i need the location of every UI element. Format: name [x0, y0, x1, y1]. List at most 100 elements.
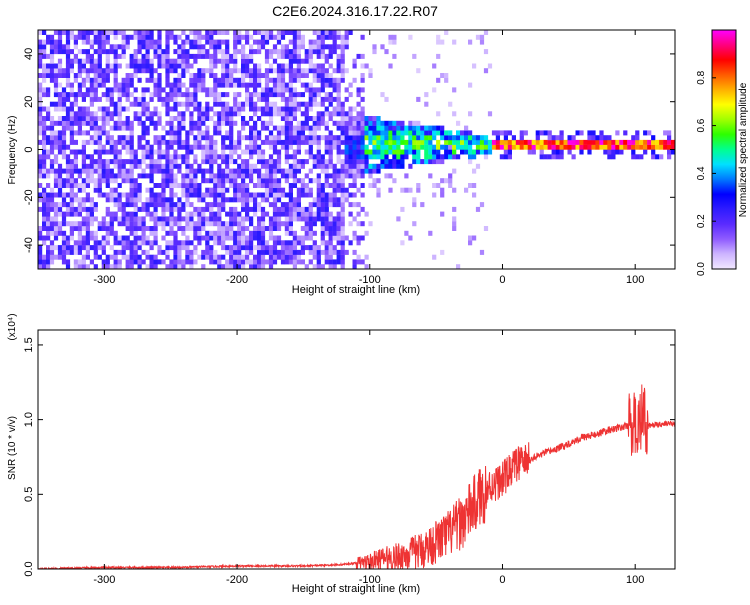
heatmap-cell: [372, 120, 377, 126]
heatmap-cell: [229, 149, 234, 155]
heatmap-cell: [209, 154, 214, 160]
heatmap-cell: [268, 130, 274, 136]
heatmap-cell: [316, 259, 321, 265]
heatmap-cell: [483, 149, 489, 155]
heatmap-cell: [69, 116, 74, 121]
heatmap-cell: [101, 34, 106, 40]
heatmap-cell: [272, 82, 278, 88]
heatmap-cell: [101, 92, 106, 98]
heatmap-cell: [352, 216, 357, 222]
heatmap-cell: [129, 259, 134, 265]
heatmap-cell: [89, 58, 94, 64]
colorbar-tick-label: 0.8: [696, 70, 707, 84]
heatmap-cell: [85, 34, 90, 40]
heatmap-cell: [288, 192, 293, 198]
heatmap-cell: [452, 139, 457, 145]
heatmap-cell: [288, 259, 293, 265]
heatmap-cell: [623, 130, 628, 136]
heatmap-cell: [229, 235, 234, 241]
heatmap-cell: [221, 53, 226, 59]
heatmap-cell: [173, 58, 178, 64]
heatmap-cell: [38, 63, 43, 69]
colorbar-label: Normalized spectral amplitude: [738, 82, 749, 217]
heatmap-cell: [280, 139, 286, 145]
heatmap-cell: [153, 240, 158, 246]
heatmap-cell: [221, 77, 226, 83]
heatmap-cell: [113, 58, 118, 64]
heatmap-cell: [165, 202, 170, 208]
heatmap-cell: [655, 154, 660, 160]
heatmap-cell: [65, 30, 71, 35]
heatmap-cell: [69, 111, 74, 117]
heatmap-cell: [268, 254, 274, 260]
colorbar-tick-label: 0.4: [696, 166, 707, 180]
heatmap-cell: [189, 202, 194, 208]
heatmap-cell: [296, 30, 301, 35]
heatmap-cell: [436, 125, 441, 131]
heatmap-cell: [42, 125, 47, 131]
heatmap-cell: [344, 163, 349, 169]
heatmap-cell: [225, 226, 230, 231]
heatmap-cell: [272, 77, 278, 83]
heatmap-cell: [416, 159, 421, 165]
heatmap-cell: [105, 192, 110, 198]
heatmap-cell: [61, 101, 67, 107]
heatmap-cell: [264, 135, 270, 141]
heatmap-cell: [225, 44, 230, 50]
heatmap-cell: [340, 216, 345, 222]
heatmap-cell: [340, 197, 345, 203]
snr-y-label: SNR (10 * v/v): [7, 416, 18, 480]
heatmap-cell: [336, 249, 341, 255]
heatmap-cell: [149, 144, 154, 150]
heatmap-cell: [117, 149, 122, 155]
heatmap-cell: [46, 183, 51, 188]
heatmap-cell: [336, 87, 341, 93]
heatmap-cell: [121, 44, 126, 50]
heatmap-cell: [288, 73, 293, 78]
heatmap-cell: [153, 264, 158, 270]
heatmap-cell: [153, 149, 158, 155]
heatmap-cell: [559, 149, 564, 155]
heatmap-cell: [272, 187, 278, 193]
heatmap-cell: [161, 206, 166, 212]
heatmap-cell: [464, 144, 469, 150]
heatmap-cell: [97, 159, 102, 165]
heatmap-cell: [145, 44, 150, 50]
heatmap-cell: [133, 159, 138, 165]
heatmap-cell: [288, 245, 293, 251]
heatmap-cell: [229, 120, 234, 126]
heatmap-cell: [316, 163, 321, 169]
heatmap-cell: [360, 173, 365, 179]
heatmap-cell: [137, 259, 142, 265]
heatmap-cell: [141, 168, 146, 174]
heatmap-cell: [117, 249, 122, 255]
heatmap-cell: [336, 173, 341, 179]
heatmap-cell: [201, 44, 206, 50]
heatmap-cell: [46, 63, 51, 69]
heatmap-cell: [157, 249, 162, 255]
heatmap-cell: [233, 197, 238, 203]
heatmap-cell: [169, 216, 174, 222]
heatmap-cell: [253, 87, 258, 93]
heatmap-cell: [65, 77, 71, 83]
heatmap-cell: [452, 111, 457, 117]
heatmap-cell: [61, 44, 67, 50]
heatmap-cell: [372, 116, 377, 121]
heatmap-cell: [177, 264, 182, 270]
heatmap-cell: [404, 173, 409, 179]
heatmap-cell: [241, 230, 246, 236]
heatmap-cell: [221, 49, 226, 55]
heatmap-cell: [209, 202, 214, 208]
heatmap-cell: [364, 211, 369, 217]
heatmap-cell: [42, 202, 47, 208]
heatmap-cell: [284, 159, 289, 165]
heatmap-cell: [257, 254, 262, 260]
heatmap-cell: [73, 101, 78, 107]
heatmap-cell: [121, 173, 126, 179]
heatmap-cell: [344, 192, 349, 198]
heatmap-cell: [316, 92, 321, 98]
heatmap-cell: [141, 120, 146, 126]
heatmap-cell: [332, 144, 337, 150]
heatmap-cell: [69, 245, 74, 251]
heatmap-cell: [308, 245, 313, 251]
